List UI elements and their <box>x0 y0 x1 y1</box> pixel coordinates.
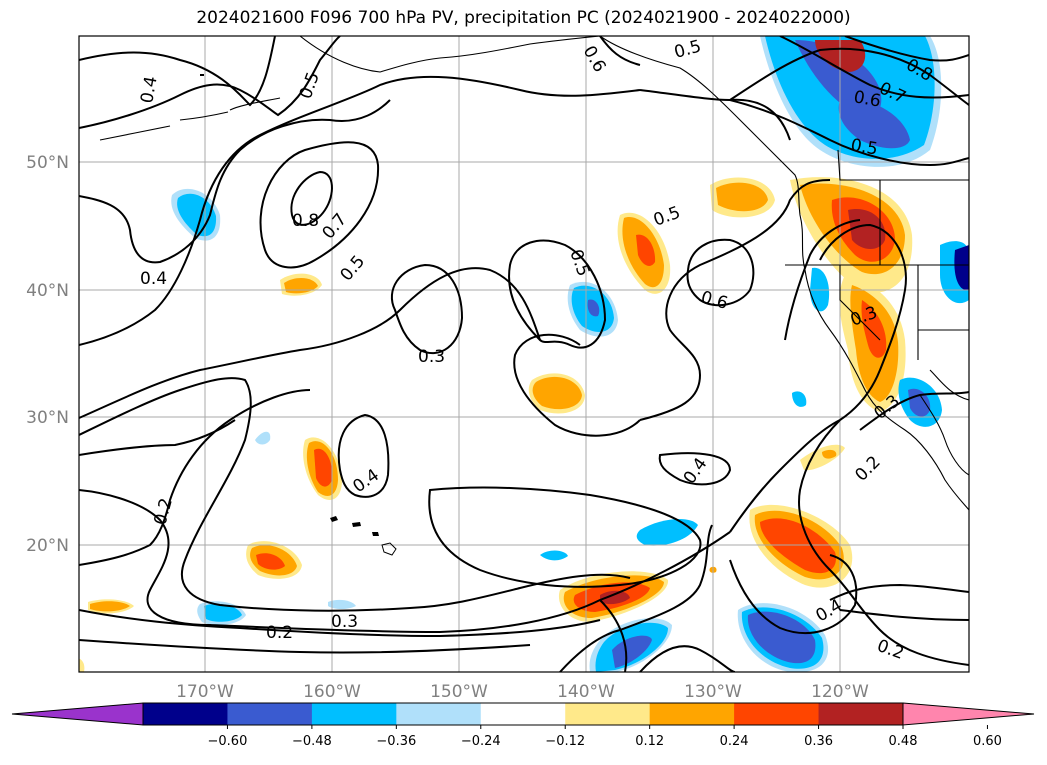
colorbar-segment <box>143 703 228 725</box>
colorbar-tick-label: −0.48 <box>292 734 332 749</box>
map-title: 2024021600 F096 700 hPa PV, precipitatio… <box>196 8 851 28</box>
colorbar-segment <box>649 703 735 725</box>
lon-label: 140°W <box>557 682 615 702</box>
contour-label: 0.3 <box>331 612 358 632</box>
colorbar-tick-label: −0.60 <box>208 734 248 749</box>
longitude-labels: 170°W 160°W 150°W 140°W 130°W 120°W <box>176 682 869 702</box>
contour-label: 0.4 <box>140 269 167 289</box>
lat-label: 30°N <box>26 408 69 428</box>
latitude-labels: 50°N 40°N 30°N 20°N <box>26 153 69 556</box>
colorbar-tick-label: 0.48 <box>889 734 918 749</box>
contour-label: 0.3 <box>418 347 445 367</box>
lat-label: 40°N <box>26 281 69 301</box>
map-panel: 0.4 0.5 0.6 0.5 0.8 0.7 0.6 0.5 0.8 0.7 … <box>79 36 969 672</box>
lat-label: 20°N <box>26 536 69 556</box>
lon-label: 170°W <box>176 682 234 702</box>
islands <box>200 74 397 556</box>
pv-contours <box>79 36 969 672</box>
colorbar-tick-label: 0.12 <box>635 734 664 749</box>
lon-label: 130°W <box>684 682 742 702</box>
map-frame <box>78 35 970 673</box>
contour-label: 0.2 <box>266 623 293 643</box>
colorbar-segment <box>396 703 482 725</box>
colorbar-segment <box>734 703 820 725</box>
contour-label: 0.5 <box>849 135 879 159</box>
lon-label: 160°W <box>303 682 361 702</box>
colorbar-segment <box>480 703 566 725</box>
colorbar-segment <box>818 703 904 725</box>
contour-labels: 0.4 0.5 0.6 0.5 0.8 0.7 0.6 0.5 0.8 0.7 … <box>137 37 936 664</box>
lon-label: 150°W <box>430 682 488 702</box>
colorbar-segment <box>311 703 397 725</box>
colorbar-segment <box>565 703 651 725</box>
precipitation-shading <box>79 36 969 672</box>
lon-label: 120°W <box>811 682 869 702</box>
colorbar-frame <box>142 702 904 726</box>
contour-label: 0.6 <box>852 87 882 111</box>
colorbar-extend-right <box>902 702 1035 726</box>
colorbar-tick-label: −0.24 <box>461 734 501 749</box>
colorbar: −0.60 −0.48 −0.36 −0.24 −0.12 0.12 0.24 0.36 0.4… <box>11 702 1035 749</box>
colorbar-tick-label: −0.12 <box>545 734 585 749</box>
contour-label: 0.4 <box>137 75 161 105</box>
colorbar-extend-left <box>11 702 144 726</box>
colorbar-tick-label: −0.36 <box>376 734 416 749</box>
colorbar-tick-label: 0.24 <box>720 734 749 749</box>
lat-label: 50°N <box>26 153 69 173</box>
colorbar-segment <box>227 703 313 725</box>
colorbar-tick-label: 0.60 <box>973 734 1002 749</box>
contour-label: 0.8 <box>292 211 319 231</box>
colorbar-tick-label: 0.36 <box>804 734 833 749</box>
